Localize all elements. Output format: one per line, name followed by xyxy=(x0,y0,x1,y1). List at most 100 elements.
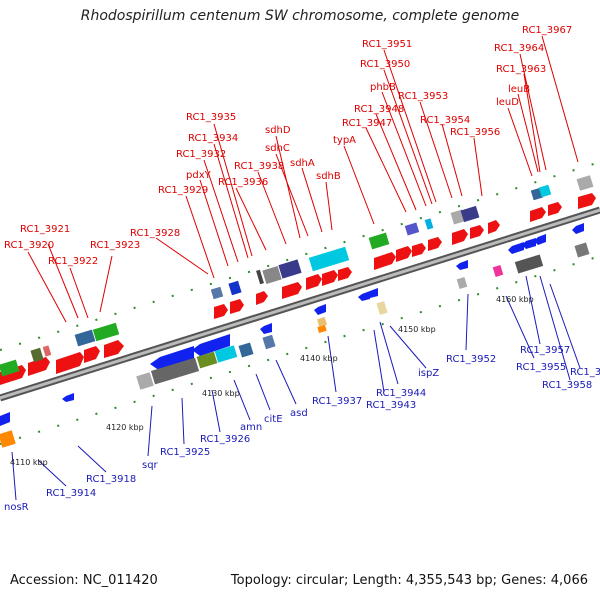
gene-forward xyxy=(338,267,352,281)
gene-forward xyxy=(396,246,412,262)
forward-gene-labels: RC1_3921 RC1_3920 RC1_3922 RC1_3923 RC1_… xyxy=(4,25,572,267)
gene-reverse xyxy=(522,238,536,249)
gene-label: RC1_3922 xyxy=(48,256,98,267)
gene-forward xyxy=(56,352,84,374)
gene-label: amn xyxy=(240,422,262,433)
gene-label: RC1_3954 xyxy=(420,115,470,126)
gene-label: RC1_3928 xyxy=(130,228,180,239)
gene-label: typA xyxy=(333,135,356,146)
gene-reverse xyxy=(62,393,74,402)
gene-reverse xyxy=(508,242,524,254)
gene-label: RC1_3934 xyxy=(188,133,238,144)
scale-label: 4140 kbp xyxy=(300,354,338,363)
gene-label: phbB xyxy=(370,82,396,93)
gene-label: RC1_3921 xyxy=(20,224,70,235)
gene-label: RC1_3956 xyxy=(450,127,500,138)
gene-label: RC1_3958 xyxy=(542,380,592,391)
gene-label: sdhC xyxy=(265,143,290,154)
gene-label: RC1_3948 xyxy=(354,104,404,115)
gene-forward xyxy=(282,282,302,299)
scale-label: 4130 kbp xyxy=(202,389,240,398)
gene-forward xyxy=(530,207,546,222)
gene-label: RC1_3938 xyxy=(234,161,284,172)
gene-forward xyxy=(470,225,484,239)
gene-label: RC1_3929 xyxy=(158,185,208,196)
gene-reverse xyxy=(150,346,194,371)
scale-labels: 4110 kbp 4120 kbp 4130 kbp 4140 kbp 4150… xyxy=(10,295,534,467)
gene-label: RC1_3920 xyxy=(4,240,54,251)
gene-reverse xyxy=(0,412,10,426)
gene-label: sqr xyxy=(142,460,159,471)
gene-label: RC1_3952 xyxy=(446,354,496,365)
gene-label: RC1_3963 xyxy=(496,64,546,75)
gene-label: RC1_3926 xyxy=(200,434,250,445)
gene-label: RC1_3925 xyxy=(160,447,210,458)
scale-label: 4110 kbp xyxy=(10,458,48,467)
scale-label: 4150 kbp xyxy=(398,325,436,334)
gene-forward xyxy=(28,357,50,376)
gene-forward xyxy=(306,274,322,290)
reverse-leader-lines xyxy=(11,275,581,501)
gene-forward xyxy=(256,291,268,305)
gene-label: RC1_3957 xyxy=(520,345,570,356)
gene-label: RC1_3950 xyxy=(360,59,410,70)
gene-reverse xyxy=(572,223,584,234)
gene-forward xyxy=(488,220,500,234)
gene-label: sdhD xyxy=(265,125,291,136)
gene-label: RC1_3936 xyxy=(218,177,268,188)
gene-reverse xyxy=(260,323,272,334)
gene-label: RC1_3955 xyxy=(516,362,566,373)
gene-label: RC1_3923 xyxy=(90,240,140,251)
gene-reverse xyxy=(192,334,230,356)
gene-forward xyxy=(374,252,396,270)
gene-reverse xyxy=(366,288,378,298)
gene-label: RC1_3953 xyxy=(398,91,448,102)
genome-summary: Topology: circular; Length: 4,355,543 bp… xyxy=(230,573,588,588)
gene-label: RC1_3964 xyxy=(494,43,544,54)
gene-label: ispZ xyxy=(418,368,439,379)
gene-forward xyxy=(214,304,228,319)
gene-label: citE xyxy=(264,414,283,425)
scale-label: 4120 kbp xyxy=(106,423,144,432)
gene-label: RC1_3935 xyxy=(186,112,236,123)
forward-colored-genes xyxy=(0,175,594,377)
gene-forward xyxy=(548,202,562,216)
gene-label: RC1_3918 xyxy=(86,474,136,485)
gene-reverse xyxy=(314,304,326,315)
gene-label: nosR xyxy=(4,502,29,513)
reverse-gene-labels: nosR RC1_3914 RC1_3918 sqr RC1_3925 RC1_… xyxy=(4,345,600,513)
gene-label: leuB xyxy=(508,84,530,95)
gene-label: asd xyxy=(290,408,308,419)
gene-label: RC1_3943 xyxy=(366,400,416,411)
gene-forward xyxy=(84,346,100,363)
gene-forward xyxy=(104,340,124,358)
scale-label: 4160 kbp xyxy=(496,295,534,304)
gene-label: RC1_3951 xyxy=(362,39,412,50)
gene-forward xyxy=(428,237,442,251)
accession-label: Accession: NC_011420 xyxy=(10,573,158,588)
chromosome-backbone xyxy=(0,206,600,402)
gene-label: RC1_3944 xyxy=(376,388,426,399)
gene-label: sdhB xyxy=(316,171,341,182)
gene-forward xyxy=(230,299,244,314)
forward-genes xyxy=(0,193,596,385)
gene-label: RC1_3959 xyxy=(570,367,600,378)
gene-reverse xyxy=(456,260,468,270)
gene-forward xyxy=(452,229,468,245)
reverse-colored-genes xyxy=(0,242,590,448)
gene-label: sdhA xyxy=(290,158,315,169)
reverse-genes xyxy=(0,223,584,426)
gene-forward xyxy=(412,243,426,257)
gene-label: RC1_3914 xyxy=(46,488,96,499)
gene-label: RC1_3932 xyxy=(176,149,226,160)
gene-label: RC1_3967 xyxy=(522,25,572,36)
gene-label: RC1_3937 xyxy=(312,396,362,407)
page-title: Rhodospirillum centenum SW chromosome, c… xyxy=(80,8,520,24)
gene-label: leuD xyxy=(496,97,519,108)
forward-leader-lines xyxy=(27,35,579,323)
gene-label: RC1_3947 xyxy=(342,118,392,129)
gene-label: pdxY xyxy=(186,170,212,181)
gene-forward xyxy=(578,193,596,209)
gene-forward xyxy=(322,270,338,286)
